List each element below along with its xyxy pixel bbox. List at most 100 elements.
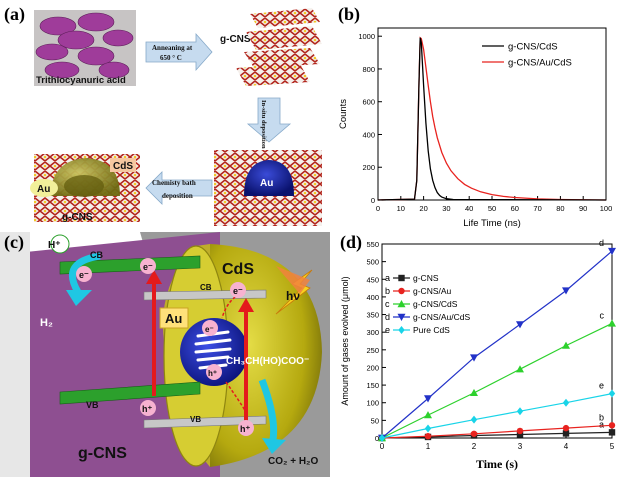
x-axis-label: Life Time (ns) [463,218,521,229]
cds-title: CdS [222,261,254,278]
series-line [377,37,607,201]
data-point [516,431,524,438]
cb-right-label: CB [200,283,212,292]
x-tick-label: 30 [442,204,450,213]
gcns-sheet-3 [244,48,320,68]
data-point [424,424,432,433]
au-tag [30,179,58,197]
series-end-letter: b [599,412,604,422]
legend-label: g-CNS/Au [413,286,452,296]
y-tick-label: 450 [366,275,379,284]
x-tick-label: 0 [376,204,380,213]
vb-right-bar [143,415,267,429]
series-end-letter: e [599,381,604,391]
y-tick-label: 0 [371,196,375,205]
y-tick-label: 0 [375,434,379,443]
gas-evolution-chart: 0 1 2 3 4 5050100150200250300350400450500550T… [340,238,616,471]
products-label: CO₂ + H₂O [268,456,319,467]
data-point [424,411,432,419]
panel-label-b: (b) [338,4,360,24]
lactate-label: CH₃CH(HO)COO⁻ [226,356,309,367]
legend-letter: a [385,273,390,283]
vb-right-label: VB [190,415,201,424]
y-tick-label: 200 [366,363,379,372]
trithio-label: Trithiocyanuric acid [36,75,126,86]
series-e: e [378,381,616,442]
gcns-sheet-1 [250,8,320,28]
y-tick-label: 200 [362,163,375,172]
y-tick-label: 400 [362,130,375,139]
au-title: Au [165,311,182,326]
panel-label-a: (a) [4,4,25,24]
x-tick-label: 90 [579,204,587,213]
legend-label: g-CNS/Au/CdS [508,58,572,69]
panel-d: 0 1 2 3 4 5 0 50 100 150 200 250 300 350 400 450 500 550 T… [332,232,636,477]
series-line [381,250,613,439]
trithio-crystals [35,12,134,79]
y-tick-label: 300 [366,328,379,337]
panel-a-schematic: Trithiocyanuric acid Anneaning at 650 ° … [30,8,322,226]
data-point [562,430,570,437]
y-tick-label: 100 [366,399,379,408]
data-point [608,429,616,436]
series-line [381,424,613,439]
e-carrier-4: e⁻ [205,325,214,334]
y-tick-label: 500 [366,258,379,267]
anneal-arrow [145,32,213,72]
gcns-label-1: g-CNS [220,34,251,45]
mechanism-diagram: H⁺ e⁻ CB H₂ e⁻ e⁻ CdS CB hν Au e⁻ h⁺ CH₃… [0,232,330,477]
series-line [381,393,613,439]
data-point [516,321,524,329]
data-point [470,388,478,397]
anneal-label-1: Anneaning at [152,44,193,52]
y-tick-label: 600 [362,98,375,107]
panel-c: H⁺ e⁻ CB H₂ e⁻ e⁻ CdS CB hν Au e⁻ h⁺ CH₃… [0,232,330,477]
legend-label: g-CNS/CdS [413,299,458,309]
au-lamellae [194,330,232,370]
data-point [608,389,616,398]
y-tick-label: 550 [366,240,379,249]
data-point [378,434,386,442]
legend-letter: d [385,312,390,322]
x-tick-label: 70 [533,204,541,213]
x-axis-label: Time (s) [476,457,518,471]
au-label-2: Au [37,184,50,195]
panel-a: Trithiocyanuric acid Anneaning at 650 ° … [0,0,330,232]
data-point [470,430,478,437]
legend-label: g-CNS/Au/CdS [413,312,470,322]
legend-letter: c [385,299,390,309]
y-axis-label: Amount of gases evolved (μmol) [340,276,350,405]
plot-frame [381,243,613,439]
legend-label: g-CNS [413,273,439,283]
panel-label-c: (c) [4,232,24,252]
legend-letter: b [385,286,390,296]
data-point [608,422,616,429]
anneal-label-2: 650 ° C [160,54,182,62]
data-point [397,313,406,321]
x-tick-label: 1 [426,442,431,451]
e-carrier-1: e⁻ [79,270,89,280]
x-tick-label: 3 [518,442,523,451]
cbd-arrow [145,171,213,205]
data-point [470,354,478,362]
series-end-letter: d [599,238,604,248]
e-carrier-3: e⁻ [233,286,243,296]
cb-left-bar [59,255,201,275]
hplus-top-label: H⁺ [48,240,61,251]
insitu-arrow [246,97,292,143]
data-point [516,407,524,416]
e-carrier-2: e⁻ [143,262,153,272]
cds-label-1: CdS [113,161,133,172]
vb-left-label: VB [86,400,99,410]
y-tick-label: 400 [366,293,379,302]
data-point [398,287,405,295]
series-end-letter: c [600,310,605,320]
x-tick-label: 0 [380,442,385,451]
data-point [470,415,478,424]
data-point [608,247,616,256]
y-tick-label: 150 [366,381,379,390]
cds-tag [110,158,136,172]
legend-label: Pure CdS [413,325,450,335]
x-tick-label: 80 [556,204,564,213]
data-point [562,424,570,432]
